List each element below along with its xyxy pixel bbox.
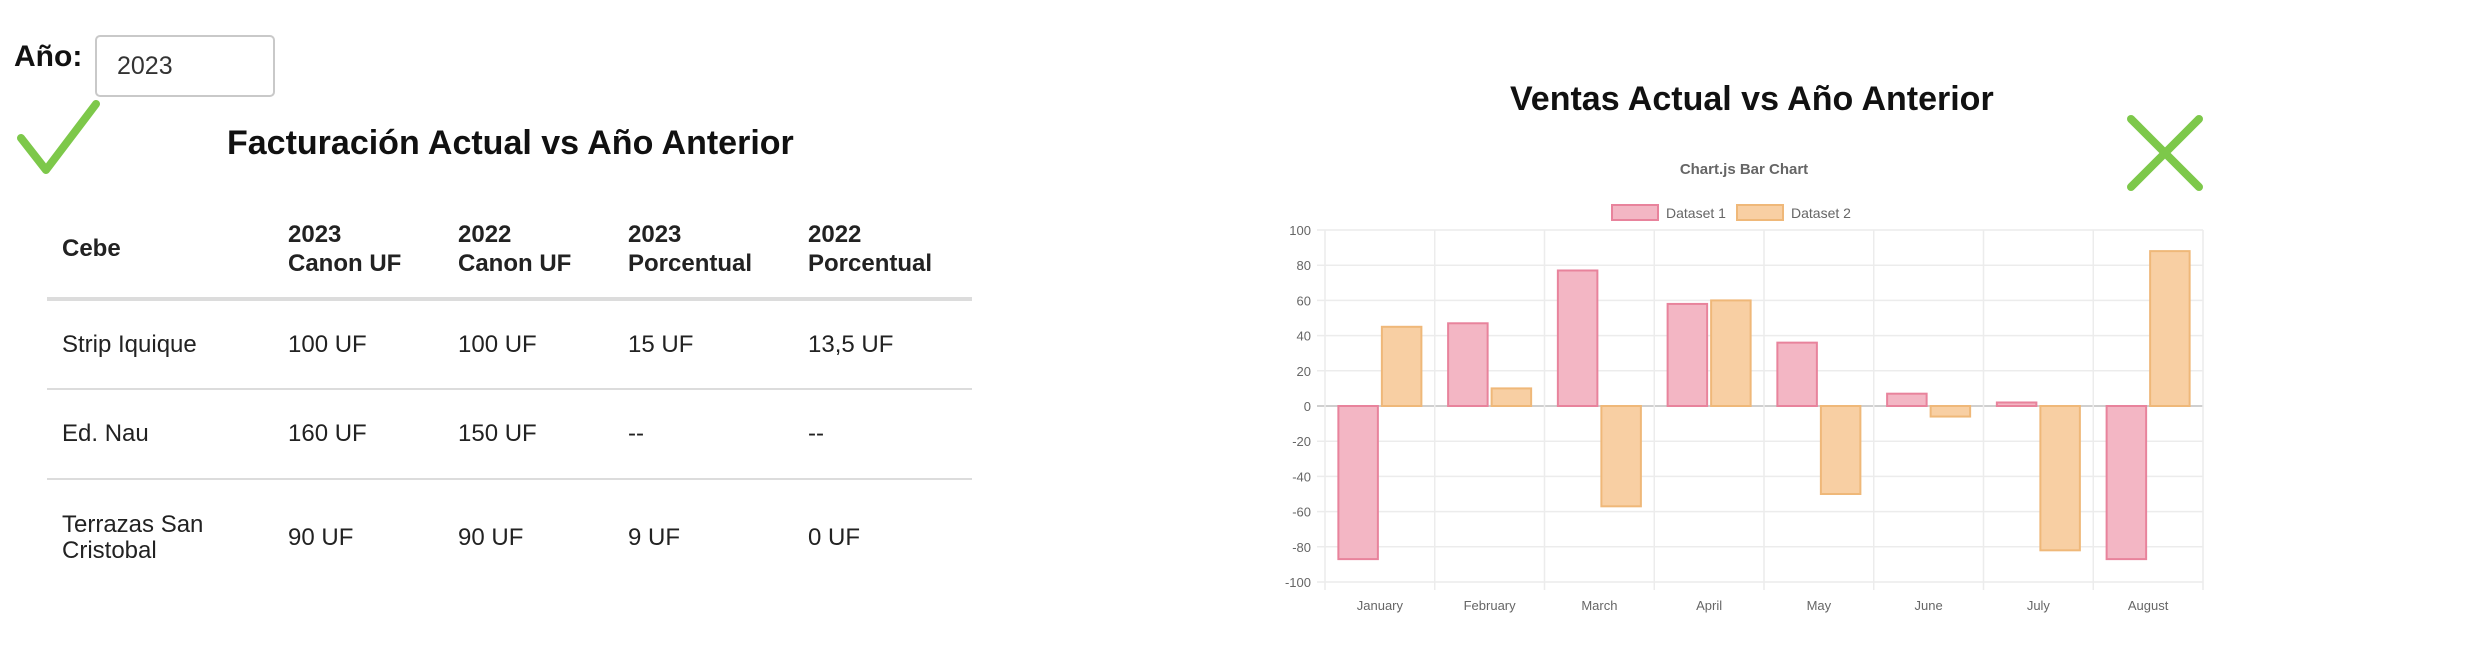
x-tick-label: April — [1696, 598, 1722, 613]
bar-dataset1-july — [1995, 401, 2038, 407]
bar-dataset2-may — [1819, 405, 1862, 495]
cell-2022-canon: 150 UF — [443, 389, 613, 480]
y-tick-label: 0 — [1304, 399, 1311, 414]
cell-2023-porcentual: 15 UF — [613, 299, 793, 390]
bar-dataset2-april — [1710, 299, 1752, 407]
legend-label: Dataset 2 — [1791, 205, 1851, 221]
bar-dataset1-april — [1666, 302, 1709, 407]
y-tick-label: 60 — [1297, 293, 1311, 308]
bar-dataset1-may — [1776, 341, 1818, 407]
y-tick-label: -40 — [1292, 469, 1311, 484]
bar-dataset2-february — [1490, 387, 1533, 407]
bar-dataset1-march — [1556, 269, 1599, 408]
bar-dataset1-june — [1886, 392, 1928, 407]
bar-dataset2-january — [1380, 325, 1423, 407]
bar-dataset2-march — [1600, 405, 1642, 508]
y-tick-label: 20 — [1297, 364, 1311, 379]
cell-2022-canon: 100 UF — [443, 299, 613, 390]
cell-2022-porcentual: 0 UF — [808, 523, 861, 551]
x-icon — [2127, 115, 2203, 191]
cell-2023-canon: 160 UF — [273, 389, 443, 480]
cell-cebe: Terrazas San Cristobal — [62, 510, 204, 564]
sales-bar-chart: Chart.js Bar Chart Dataset 1 Dataset 2 100 8… — [1255, 150, 2215, 620]
cell-2022-porcentual: 13,5 UF — [793, 299, 972, 390]
bar-dataset1-august — [2105, 405, 2148, 561]
x-tick-label: June — [1915, 598, 1943, 613]
x-tick-label: February — [1464, 598, 1517, 613]
cell-cebe: Strip Iquique — [47, 299, 273, 390]
cell-2023-canon: 90 UF — [288, 523, 354, 551]
y-tick-label: -20 — [1292, 434, 1311, 449]
table-row: Strip Iquique 100 UF 100 UF 15 UF 13,5 U… — [47, 299, 972, 390]
check-icon — [17, 100, 100, 174]
cell-cebe: Ed. Nau — [47, 389, 273, 480]
y-tick-label: -60 — [1292, 505, 1311, 520]
header-2023-porcentual: 2023 Porcentual — [613, 200, 793, 301]
sales-chart-title: Ventas Actual vs Año Anterior — [1510, 80, 1994, 118]
table-row: Terrazas San Cristobal 90 UF 90 UF 9 UF 0… — [47, 479, 972, 595]
cell-2023-porcentual: -- — [613, 389, 793, 480]
year-input[interactable] — [95, 35, 275, 97]
billing-table: Cebe 2023 Canon UF 2022 Canon UF 2023 Porce… — [47, 200, 972, 595]
header-2022-canon: 2022 Canon UF — [443, 200, 613, 301]
x-tick-label: July — [2027, 598, 2051, 613]
legend-swatch — [1736, 204, 1784, 221]
header-2023-canon: 2023 Canon UF — [273, 200, 443, 301]
y-tick-label: 100 — [1289, 223, 1311, 238]
year-label: Año: — [14, 40, 83, 73]
legend-label: Dataset 1 — [1666, 205, 1726, 221]
header-cebe: Cebe — [47, 200, 273, 301]
legend-swatch — [1611, 204, 1659, 221]
cell-2022-porcentual: -- — [793, 389, 972, 480]
y-tick-label: 40 — [1297, 329, 1311, 344]
x-tick-label: August — [2128, 598, 2169, 613]
x-tick-label: January — [1357, 598, 1404, 613]
bar-dataset1-january — [1337, 405, 1379, 561]
bar-dataset2-june — [1929, 405, 1972, 418]
billing-table-title: Facturación Actual vs Año Anterior — [227, 124, 794, 162]
header-2022-porcentual: 2022 Porcentual — [793, 200, 972, 301]
bar-dataset2-july — [2039, 405, 2081, 552]
x-tick-label: May — [1807, 598, 1832, 613]
bar-dataset2-august — [2149, 250, 2191, 408]
table-header-row: Cebe 2023 Canon UF 2022 Canon UF 2023 Porce… — [47, 200, 972, 301]
x-tick-label: March — [1581, 598, 1617, 613]
y-tick-label: -80 — [1292, 540, 1311, 555]
table-row: Ed. Nau 160 UF 150 UF -- -- — [47, 389, 972, 480]
cell-2023-porcentual: 9 UF — [628, 523, 681, 551]
cell-2023-canon: 100 UF — [273, 299, 443, 390]
y-tick-label: 80 — [1297, 258, 1311, 273]
chart-svg: Chart.js Bar Chart Dataset 1 Dataset 2 100 8… — [1285, 161, 2204, 613]
chart-title: Chart.js Bar Chart — [1680, 161, 1808, 178]
bar-dataset1-february — [1447, 322, 1489, 407]
cell-2022-canon: 90 UF — [458, 523, 524, 551]
y-tick-label: -100 — [1285, 575, 1311, 590]
